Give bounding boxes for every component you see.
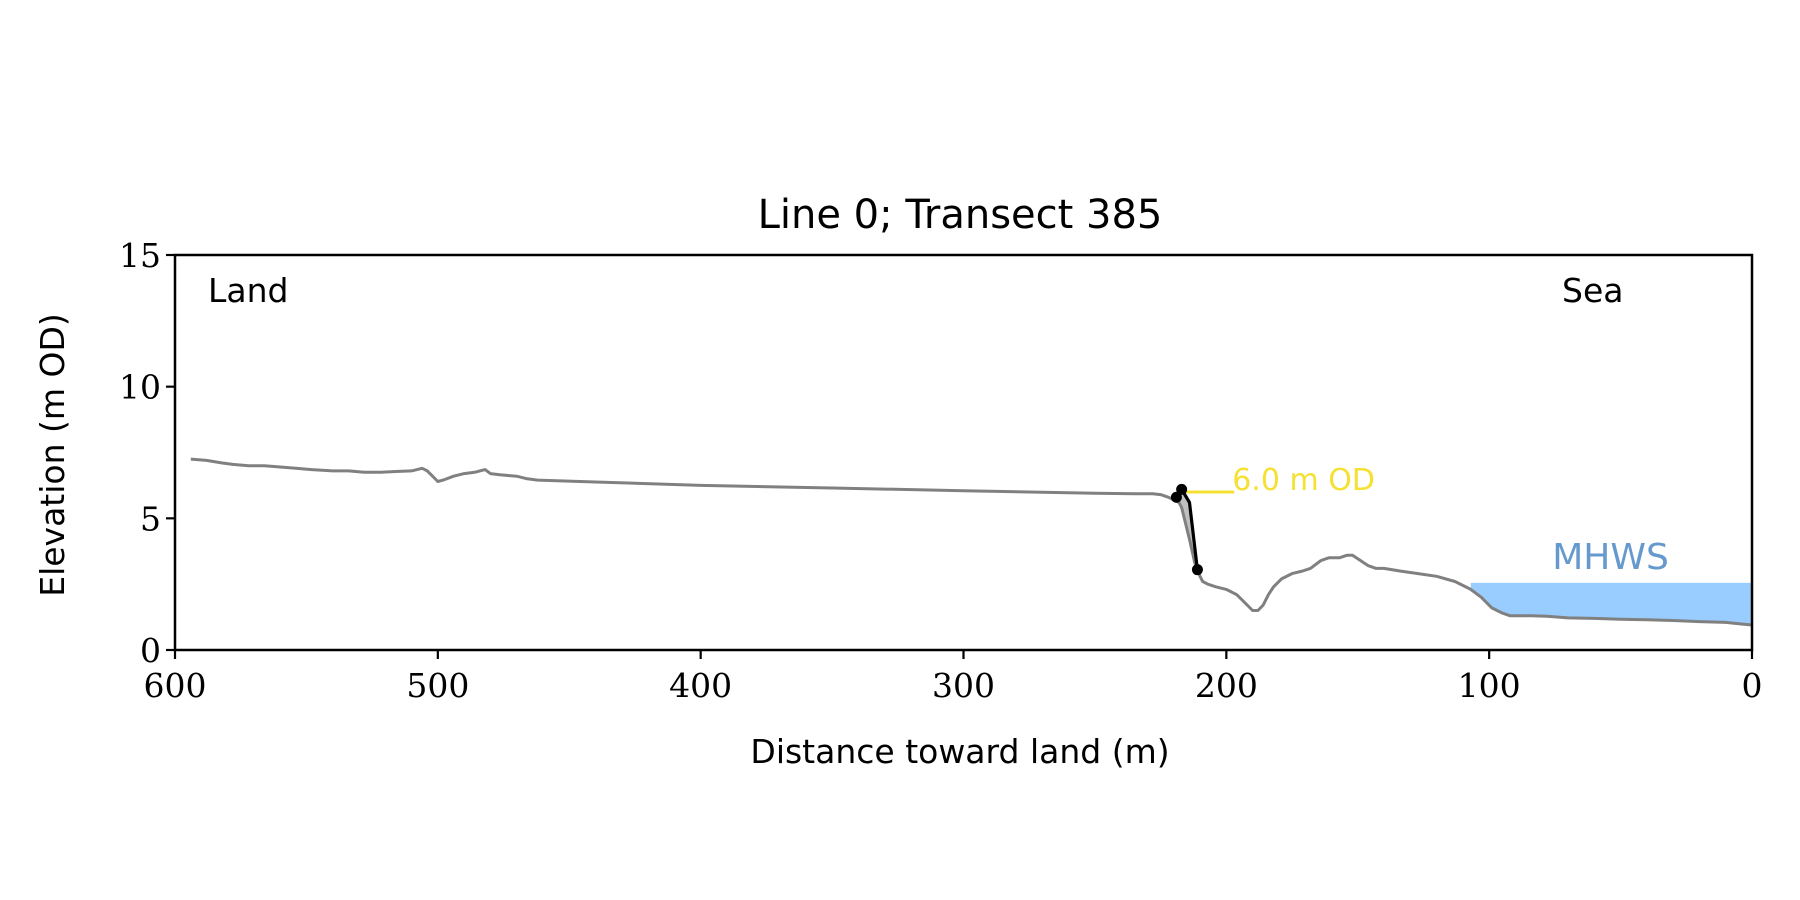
- cliff-point: [1176, 483, 1188, 495]
- x-tick-label: 0: [1742, 666, 1763, 705]
- y-axis-label: Elevation (m OD): [33, 313, 72, 597]
- x-tick-label: 200: [1195, 666, 1258, 705]
- axes: 600 500 400 300 200 100 0 0 5 10 15: [119, 236, 1763, 705]
- land-label: Land: [208, 271, 288, 310]
- sea-label: Sea: [1562, 271, 1623, 310]
- x-tick-label: 300: [932, 666, 995, 705]
- y-tick-label: 15: [119, 236, 161, 275]
- threshold-label: 6.0 m OD: [1232, 463, 1375, 498]
- plot-lines: [190, 457, 1753, 627]
- mhws-label: MHWS: [1552, 537, 1669, 578]
- x-axis-label: Distance toward land (m): [750, 732, 1169, 771]
- x-tick-label: 500: [406, 666, 469, 705]
- y-tick-label: 0: [140, 631, 161, 670]
- y-tick-label: 10: [119, 368, 161, 407]
- chart-title: Line 0; Transect 385: [758, 192, 1163, 238]
- x-tick-label: 600: [144, 666, 207, 705]
- y-tick-label: 5: [140, 499, 161, 538]
- cliff-point: [1170, 491, 1182, 503]
- cliff-point: [1191, 564, 1203, 576]
- mhws-fill: [1470, 582, 1752, 625]
- x-tick-label: 400: [669, 666, 732, 705]
- profile-line: [190, 457, 1753, 627]
- plot-annotations: 6.0 m OD MHWS: [1232, 463, 1669, 578]
- x-tick-label: 100: [1458, 666, 1521, 705]
